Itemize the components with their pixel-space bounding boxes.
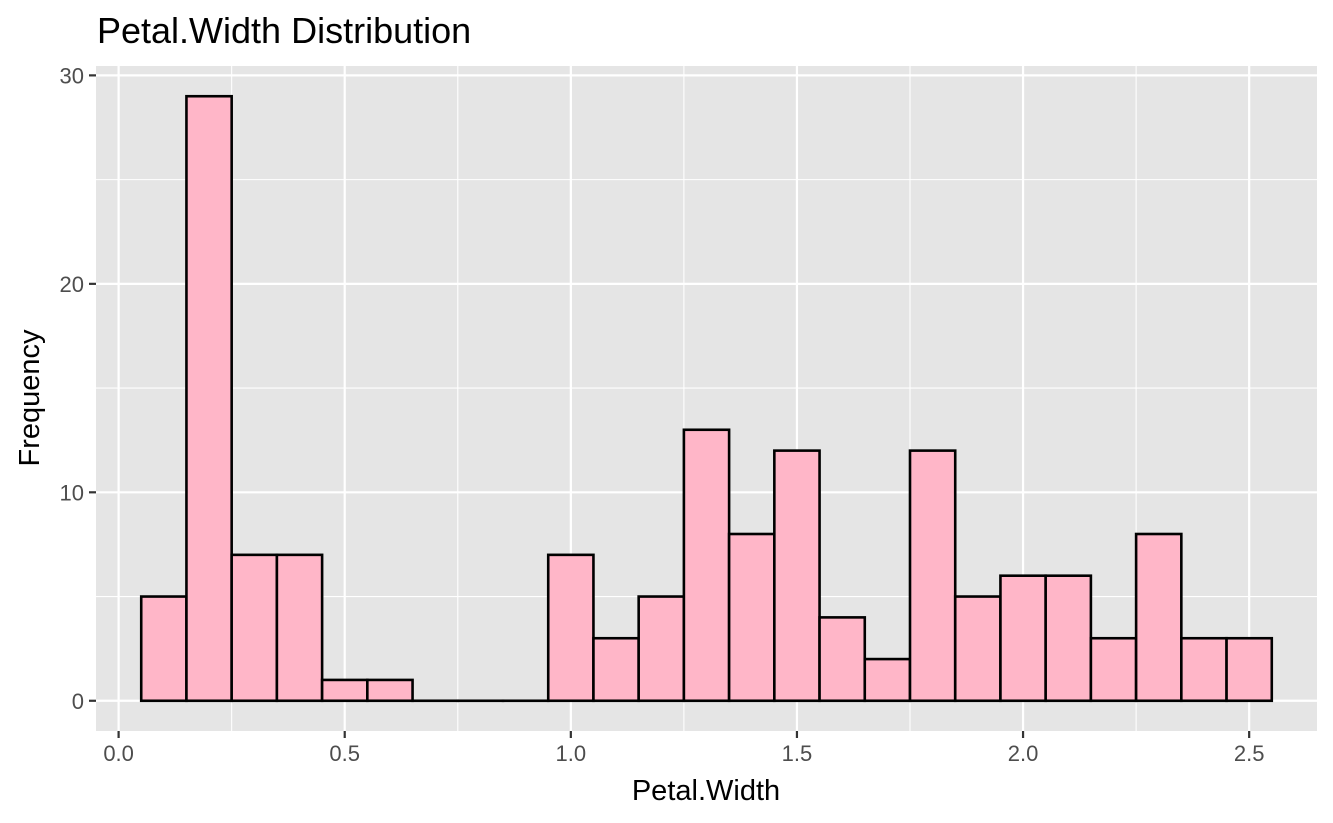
histogram-bar [1180,636,1228,703]
histogram-bar [1089,636,1138,703]
histogram-bar [908,449,957,703]
histogram-bar [953,595,1002,703]
histogram-bar [139,595,188,703]
histogram-bar [546,553,595,703]
x-tick-label: 2.0 [1008,741,1039,766]
histogram-bar [592,636,640,703]
histogram-bar [682,428,731,703]
histogram-bar [999,574,1047,703]
y-tick-label: 30 [60,63,84,88]
x-tick-label: 0.5 [329,741,360,766]
x-axis: 0.0 0.5 1.0 1.5 2.0 2.5 [103,731,1264,766]
x-tick-label: 2.5 [1234,741,1265,766]
y-tick-label: 20 [60,272,84,297]
y-axis-title: Frequency [14,329,46,467]
histogram-bar [366,678,414,703]
y-axis: 0 10 20 30 [60,63,96,714]
x-axis-title: Petal.Width [632,775,780,807]
histogram-bar [275,553,324,703]
x-tick-label: 1.5 [782,741,813,766]
histogram-bar [1134,532,1183,703]
y-tick-label: 0 [72,689,84,714]
histogram-bar [230,553,279,703]
histogram-bar [1044,574,1093,703]
x-tick-label: 0.0 [103,741,134,766]
histogram-bar [185,94,233,703]
bars [139,94,1274,703]
histogram-bar [818,616,867,703]
histogram-bar [320,678,369,703]
histogram-bar [727,532,776,703]
histogram-bar [863,657,912,703]
chart-title: Petal.Width Distribution [97,10,471,51]
histogram-bar [773,449,821,703]
histogram-bar [1225,636,1274,703]
x-tick-label: 1.0 [556,741,587,766]
histogram-bar [637,595,686,703]
y-tick-label: 10 [60,480,84,505]
